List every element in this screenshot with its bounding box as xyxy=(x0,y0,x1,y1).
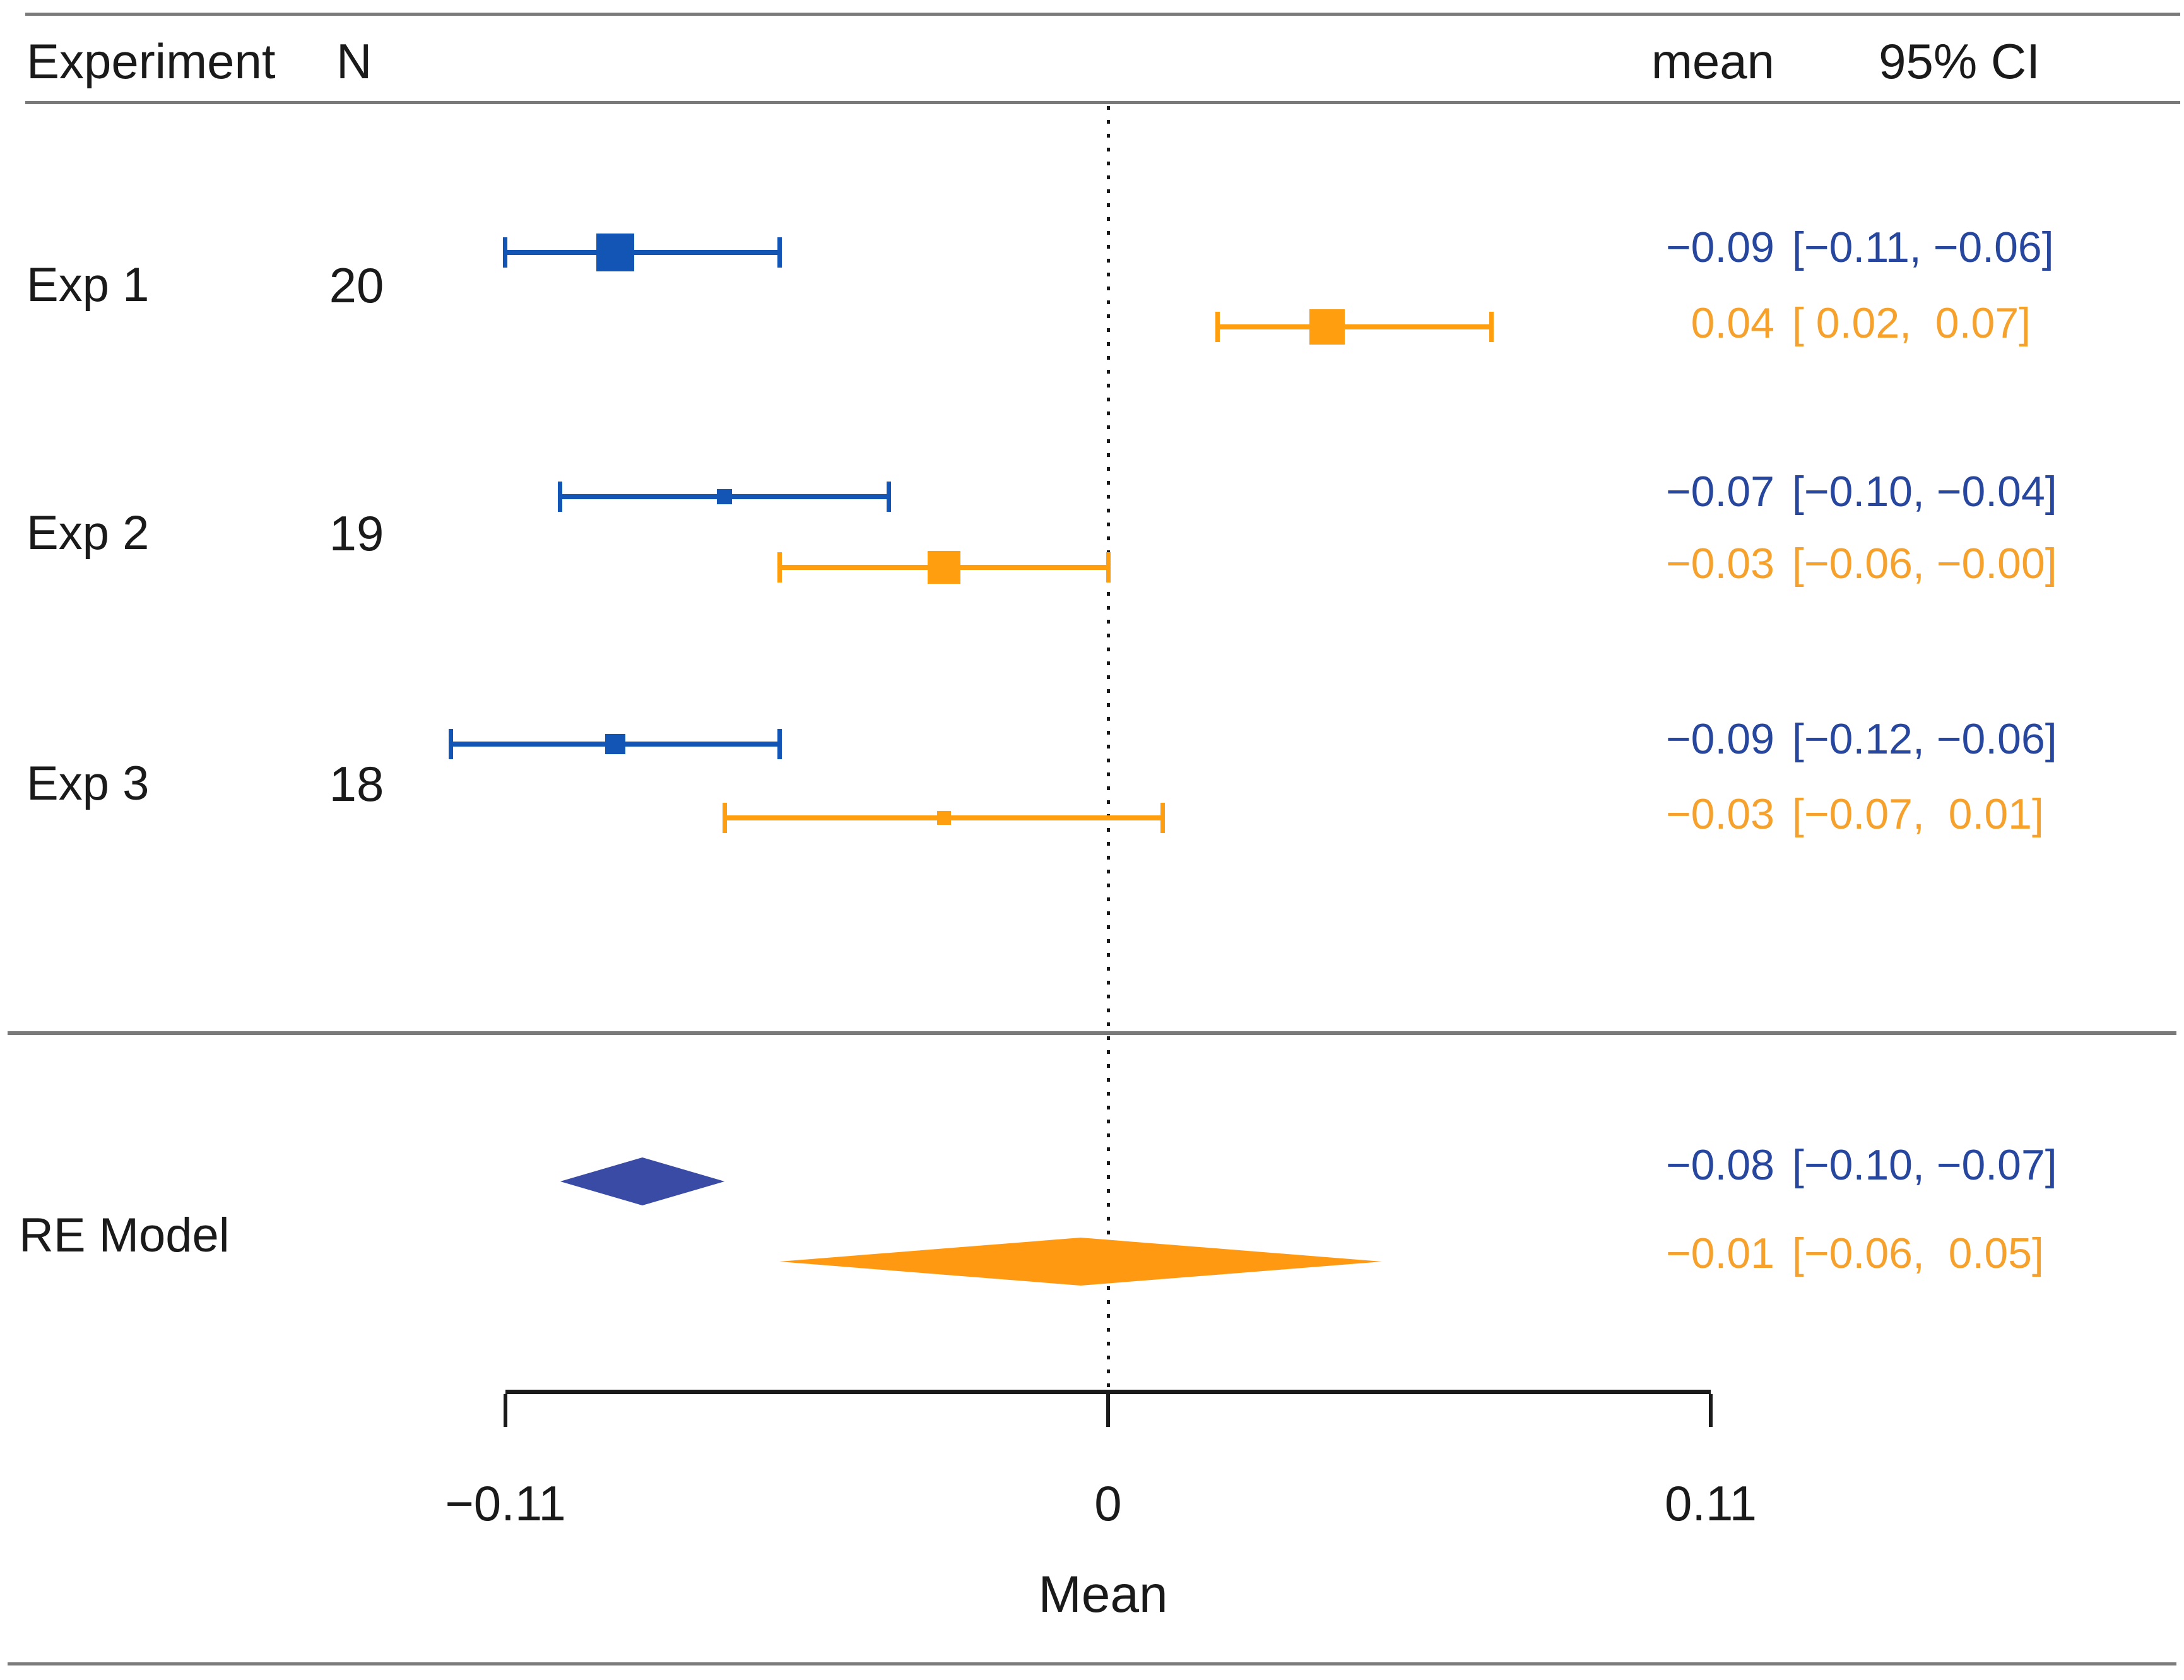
bottom-rule xyxy=(8,1662,2176,1665)
blue-ci-value: [−0.10, −0.07] xyxy=(1792,1141,2057,1189)
blue-ci-value: [−0.11, −0.06] xyxy=(1792,223,2054,271)
top-rule xyxy=(25,13,2180,16)
orange-mean-value: −0.03 xyxy=(1665,790,1774,838)
orange-ci-value: [−0.06, 0.05] xyxy=(1792,1229,2044,1277)
blue-ci-cap-lo xyxy=(448,729,453,759)
blue-ci-cap-hi xyxy=(887,482,892,512)
blue-ci-value: [−0.12, −0.06] xyxy=(1792,715,2057,763)
orange-ci-cap-lo xyxy=(1215,312,1220,342)
header-rule xyxy=(25,101,2180,104)
orange-ci-value: [−0.07, 0.01] xyxy=(1792,790,2044,838)
orange-ci-line xyxy=(1217,324,1492,329)
row-label: Exp 3 xyxy=(27,757,150,810)
summary-label: RE Model xyxy=(19,1209,230,1262)
orange-ci-cap-lo xyxy=(722,803,727,833)
column-header-ci: 95% CI xyxy=(1879,33,2040,89)
blue-mean-value: −0.09 xyxy=(1665,223,1774,271)
blue-ci-cap-lo xyxy=(503,237,508,268)
blue-mean-value: −0.09 xyxy=(1665,715,1774,763)
summary-separator-rule xyxy=(8,1031,2176,1035)
orange-ci-value: [ 0.02, 0.07] xyxy=(1792,299,2031,347)
x-axis-title: Mean xyxy=(1038,1566,1168,1623)
orange-mean-value: 0.04 xyxy=(1691,299,1774,347)
orange-ci-cap-hi xyxy=(1489,312,1494,342)
blue-mean-square xyxy=(596,234,634,271)
zero-reference-line xyxy=(1107,106,1110,1392)
x-tick-label-max: 0.11 xyxy=(1664,1476,1757,1531)
blue-ci-value: [−0.10, −0.04] xyxy=(1792,468,2057,516)
blue-mean-square xyxy=(605,734,625,754)
blue-mean-value: −0.08 xyxy=(1665,1141,1774,1189)
blue-mean-value: −0.07 xyxy=(1665,468,1774,516)
column-header-mean: mean xyxy=(1651,33,1774,89)
x-tick-label-min: −0.11 xyxy=(445,1476,566,1531)
blue-ci-cap-hi xyxy=(777,729,782,759)
orange-ci-cap-hi xyxy=(1160,803,1166,833)
row-label: Exp 1 xyxy=(27,258,150,312)
x-tick-label-zero: 0 xyxy=(1094,1476,1122,1531)
x-axis-tick-center xyxy=(1106,1394,1110,1427)
row-n-value: 20 xyxy=(329,257,384,313)
blue-ci-line xyxy=(505,250,780,255)
x-axis-tick-right xyxy=(1709,1394,1713,1427)
orange-summary-diamond xyxy=(779,1238,1383,1286)
row-label: Exp 2 xyxy=(27,506,150,560)
x-axis-tick-left xyxy=(504,1394,507,1427)
orange-mean-square xyxy=(927,551,960,584)
orange-mean-square xyxy=(936,811,951,825)
orange-ci-cap-lo xyxy=(777,552,782,583)
blue-mean-square xyxy=(717,489,733,504)
row-n-value: 19 xyxy=(329,506,384,561)
orange-mean-value: −0.01 xyxy=(1665,1229,1774,1277)
orange-ci-cap-hi xyxy=(1106,552,1111,583)
orange-ci-value: [−0.06, −0.00] xyxy=(1792,540,2057,588)
x-axis-line xyxy=(505,1390,1711,1394)
column-header-experiment: Experiment xyxy=(27,33,276,89)
blue-ci-cap-hi xyxy=(777,237,782,268)
column-header-n: N xyxy=(336,33,372,89)
blue-summary-diamond xyxy=(560,1157,725,1205)
orange-mean-value: −0.03 xyxy=(1665,540,1774,588)
orange-mean-square xyxy=(1309,309,1345,345)
blue-ci-cap-lo xyxy=(558,482,563,512)
row-n-value: 18 xyxy=(329,756,384,812)
